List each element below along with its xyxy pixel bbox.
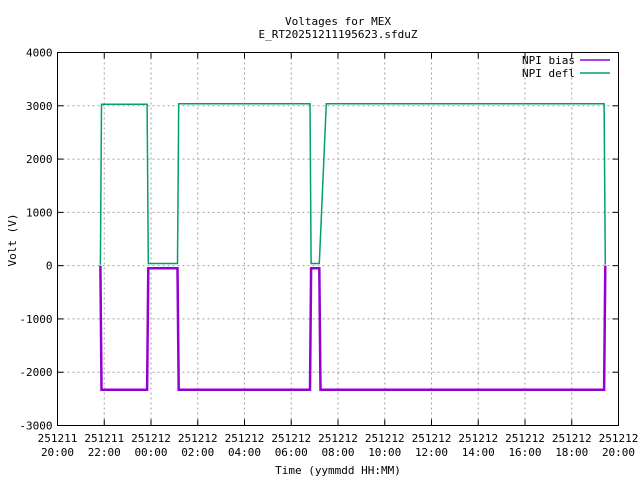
y-tick-label: 0 — [46, 260, 53, 273]
x-tick-date: 251211 — [84, 432, 124, 445]
series-line-npi-defl — [99, 102, 607, 265]
chart-subtitle: E_RT20251211195623.sfduZ — [259, 28, 418, 41]
x-tick-time: 16:00 — [508, 446, 541, 459]
x-tick-date: 251212 — [225, 432, 265, 445]
series-lines — [99, 102, 607, 392]
y-tick-label: -1000 — [19, 313, 52, 326]
x-tick-time: 02:00 — [181, 446, 214, 459]
y-axis-label: Volt (V) — [6, 214, 19, 267]
x-tick-date: 251212 — [458, 432, 498, 445]
legend-label: NPI defl — [522, 67, 575, 80]
y-axis-ticks: 4000 3000 2000 1000 0 -1000 -2000 -3000 — [19, 47, 619, 433]
x-tick-date: 251211 — [38, 432, 78, 445]
x-tick-date: 251212 — [552, 432, 592, 445]
x-axis-ticks: 25121120:0025121122:0025121200:002512120… — [38, 52, 639, 459]
y-tick-label: 4000 — [26, 47, 53, 60]
y-tick-label: 3000 — [26, 100, 53, 113]
x-tick-time: 20:00 — [41, 446, 74, 459]
x-tick-time: 10:00 — [368, 446, 401, 459]
y-tick-label: -2000 — [19, 366, 52, 379]
y-tick-label: -3000 — [19, 420, 52, 433]
y-tick-label: 1000 — [26, 206, 53, 219]
plot-frame — [57, 52, 619, 426]
x-tick-time: 08:00 — [321, 446, 354, 459]
series-line-npi-bias — [99, 265, 607, 392]
x-tick-time: 12:00 — [415, 446, 448, 459]
x-axis-label: Time (yymmdd HH:MM) — [275, 464, 401, 477]
x-tick-time: 18:00 — [555, 446, 588, 459]
x-tick-date: 251212 — [318, 432, 358, 445]
x-tick-date: 251212 — [365, 432, 405, 445]
x-tick-time: 06:00 — [275, 446, 308, 459]
x-tick-date: 251212 — [412, 432, 452, 445]
x-tick-date: 251212 — [599, 432, 639, 445]
x-tick-time: 14:00 — [462, 446, 495, 459]
chart-title: Voltages for MEX — [285, 15, 391, 28]
x-tick-time: 22:00 — [88, 446, 121, 459]
y-tick-label: 2000 — [26, 153, 53, 166]
x-tick-time: 04:00 — [228, 446, 261, 459]
x-tick-date: 251212 — [178, 432, 218, 445]
x-tick-date: 251212 — [505, 432, 545, 445]
x-tick-date: 251212 — [271, 432, 311, 445]
x-tick-time: 20:00 — [602, 446, 635, 459]
grid-lines — [57, 52, 619, 426]
x-tick-time: 00:00 — [134, 446, 167, 459]
legend-label: NPI bias — [522, 54, 575, 67]
x-tick-date: 251212 — [131, 432, 171, 445]
